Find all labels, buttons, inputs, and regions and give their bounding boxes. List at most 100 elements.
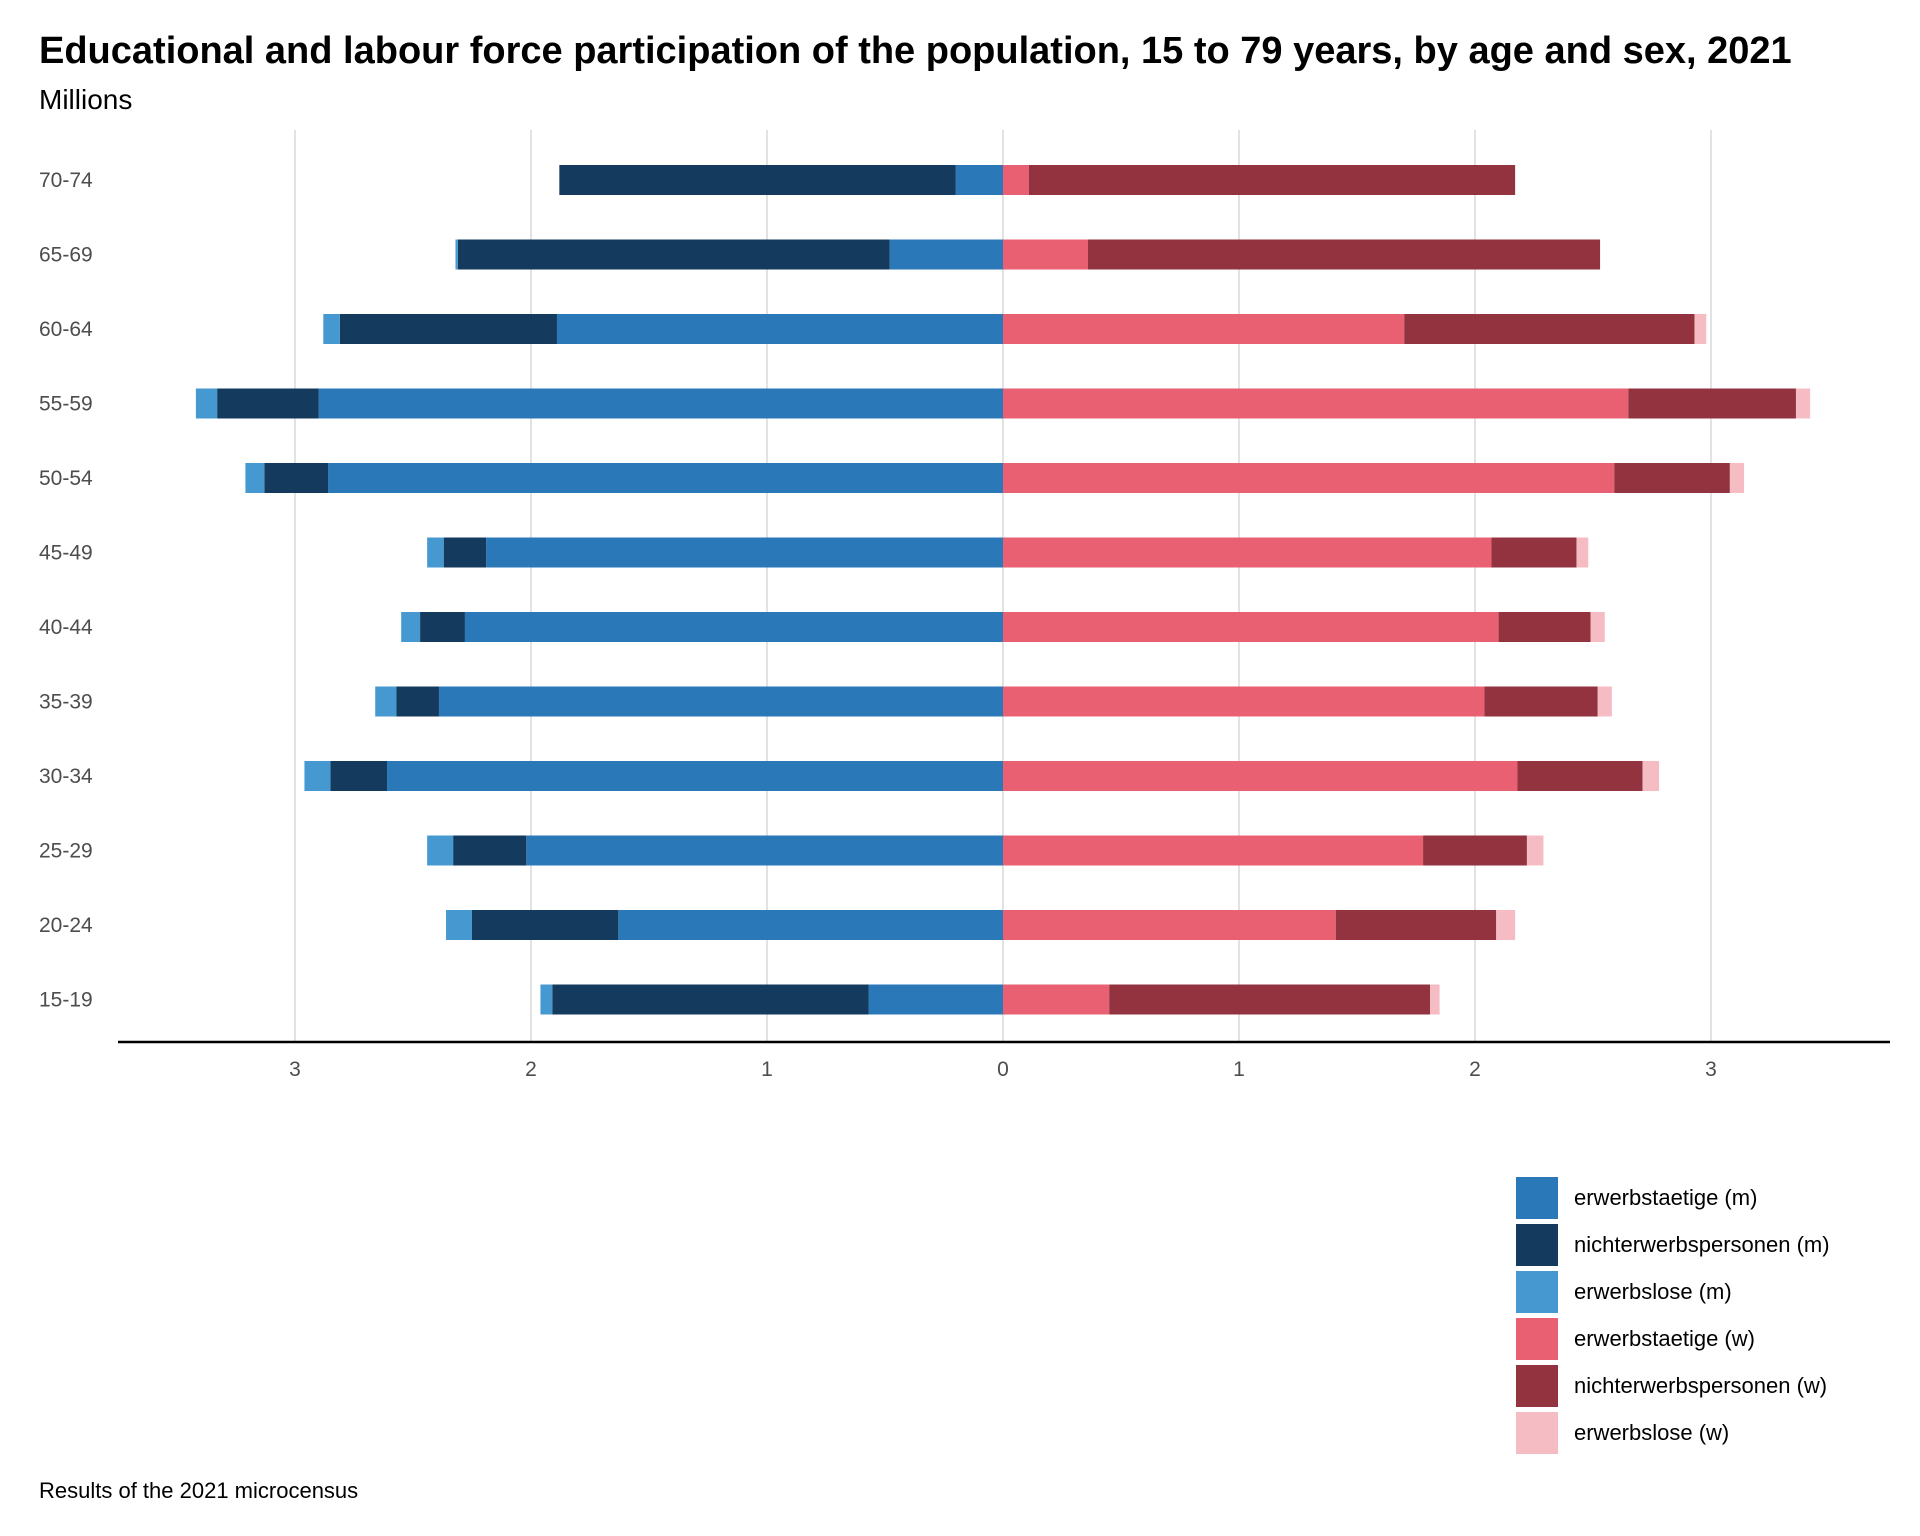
bar-20-24-m-1	[472, 910, 619, 940]
bar-20-24-w-1	[1335, 910, 1497, 940]
bar-15-19-m-0	[868, 984, 1003, 1015]
bar-60-64-w-1	[1404, 314, 1695, 344]
bar-50-54-m-2	[245, 463, 265, 493]
bar-55-59-w-0	[1003, 388, 1629, 419]
bar-30-34-m-2	[304, 761, 331, 791]
legend-item: erwerbstaetige (m)	[1516, 1174, 1830, 1221]
legend-swatch	[1516, 1270, 1558, 1313]
y-tick-label: 35-39	[39, 691, 93, 714]
bar-35-39-m-0	[438, 686, 1004, 717]
bar-15-19-m-1	[552, 984, 869, 1015]
legend-swatch	[1516, 1364, 1558, 1407]
legend-label: erwerbslose (w)	[1574, 1419, 1730, 1445]
x-tick-label: 2	[525, 1058, 537, 1081]
y-tick-label: 20-24	[39, 914, 93, 937]
legend-item: nichterwerbspersonen (w)	[1516, 1362, 1830, 1409]
legend-swatch	[1516, 1317, 1558, 1360]
legend-swatch	[1516, 1223, 1558, 1266]
chart-title: Educational and labour force participati…	[39, 30, 1792, 72]
y-tick-label: 60-64	[39, 318, 93, 341]
bar-45-49-w-2	[1576, 537, 1589, 568]
bar-15-19-w-2	[1430, 984, 1440, 1015]
bar-40-44-w-1	[1498, 612, 1591, 642]
bar-25-29-w-0	[1003, 835, 1424, 866]
bar-35-39-w-1	[1484, 686, 1598, 717]
bar-65-69-m-1	[457, 239, 890, 270]
bar-65-69-m-2	[455, 239, 458, 270]
bar-35-39-w-2	[1597, 686, 1612, 717]
bar-60-64-w-2	[1694, 314, 1707, 344]
bar-55-59-w-1	[1628, 388, 1796, 419]
bar-35-39-w-0	[1003, 686, 1485, 717]
legend-item: erwerbslose (m)	[1516, 1268, 1830, 1315]
legend-label: nichterwerbspersonen (m)	[1574, 1231, 1830, 1257]
bar-40-44-m-0	[464, 612, 1003, 642]
bar-20-24-m-2	[446, 910, 472, 940]
bar-60-64-w-0	[1003, 314, 1405, 344]
legend-label: nichterwerbspersonen (w)	[1574, 1372, 1828, 1398]
bar-35-39-m-1	[396, 686, 439, 717]
y-tick-label: 65-69	[39, 244, 93, 267]
y-tick-label: 30-34	[39, 765, 93, 788]
bar-55-59-m-1	[217, 388, 319, 419]
bar-60-64-m-2	[323, 314, 340, 344]
y-tick-label: 70-74	[39, 169, 93, 192]
bar-70-74-w-1	[1028, 165, 1516, 195]
bar-40-44-m-1	[420, 612, 465, 642]
bar-40-44-w-2	[1590, 612, 1605, 642]
bar-45-49-w-0	[1003, 537, 1492, 568]
legend-swatch	[1516, 1176, 1558, 1219]
bar-30-34-w-1	[1517, 761, 1643, 791]
x-tick-label: 3	[289, 1058, 301, 1081]
bar-15-19-w-1	[1109, 984, 1431, 1015]
bar-15-19-w-0	[1003, 984, 1110, 1015]
bar-50-54-w-2	[1729, 463, 1745, 493]
y-tick-label: 55-59	[39, 393, 93, 416]
bar-20-24-m-0	[618, 910, 1003, 940]
bar-35-39-m-2	[375, 686, 397, 717]
legend-item: erwerbstaetige (w)	[1516, 1315, 1830, 1362]
bar-55-59-m-2	[195, 388, 218, 419]
legend-label: erwerbstaetige (w)	[1574, 1325, 1755, 1351]
bar-50-54-w-1	[1614, 463, 1730, 493]
bar-30-34-w-2	[1642, 761, 1660, 791]
y-tick-label: 40-44	[39, 616, 93, 639]
bar-45-49-m-1	[443, 537, 487, 568]
legend-swatch	[1516, 1411, 1558, 1454]
bar-20-24-w-2	[1496, 910, 1516, 940]
bar-65-69-w-1	[1087, 239, 1601, 270]
bar-25-29-m-2	[427, 835, 454, 866]
bar-40-44-m-2	[401, 612, 421, 642]
bar-25-29-m-1	[453, 835, 527, 866]
bar-45-49-m-2	[427, 537, 444, 568]
x-tick-label: 3	[1705, 1058, 1717, 1081]
bar-70-74-m-1	[559, 165, 956, 195]
y-tick-label: 25-29	[39, 840, 93, 863]
legend-label: erwerbslose (m)	[1574, 1278, 1732, 1304]
y-tick-label: 50-54	[39, 467, 93, 490]
bar-25-29-w-1	[1423, 835, 1527, 866]
x-tick-label: 1	[1233, 1058, 1245, 1081]
bar-45-49-w-1	[1491, 537, 1577, 568]
bar-55-59-w-2	[1795, 388, 1811, 419]
bar-65-69-w-0	[1003, 239, 1088, 270]
chart-legend: erwerbstaetige (m) nichterwerbspersonen (…	[1516, 1174, 1830, 1456]
y-tick-label: 45-49	[39, 542, 93, 565]
bar-55-59-m-0	[318, 388, 1004, 419]
legend-item: erwerbslose (w)	[1516, 1409, 1830, 1456]
bar-45-49-m-0	[486, 537, 1003, 568]
y-tick-label: 15-19	[39, 989, 93, 1012]
bar-65-69-m-0	[889, 239, 1003, 270]
legend-item: nichterwerbspersonen (m)	[1516, 1221, 1830, 1268]
bar-50-54-m-1	[264, 463, 329, 493]
bar-25-29-m-0	[526, 835, 1003, 866]
chart-subtitle: Millions	[39, 84, 133, 115]
bar-15-19-m-2	[540, 984, 553, 1015]
bar-30-34-m-1	[330, 761, 388, 791]
bar-50-54-w-0	[1003, 463, 1615, 493]
chart-caption: Results of the 2021 microcensus	[39, 1478, 359, 1503]
bar-40-44-w-0	[1003, 612, 1499, 642]
bar-60-64-m-0	[556, 314, 1003, 344]
bar-30-34-w-0	[1003, 761, 1518, 791]
